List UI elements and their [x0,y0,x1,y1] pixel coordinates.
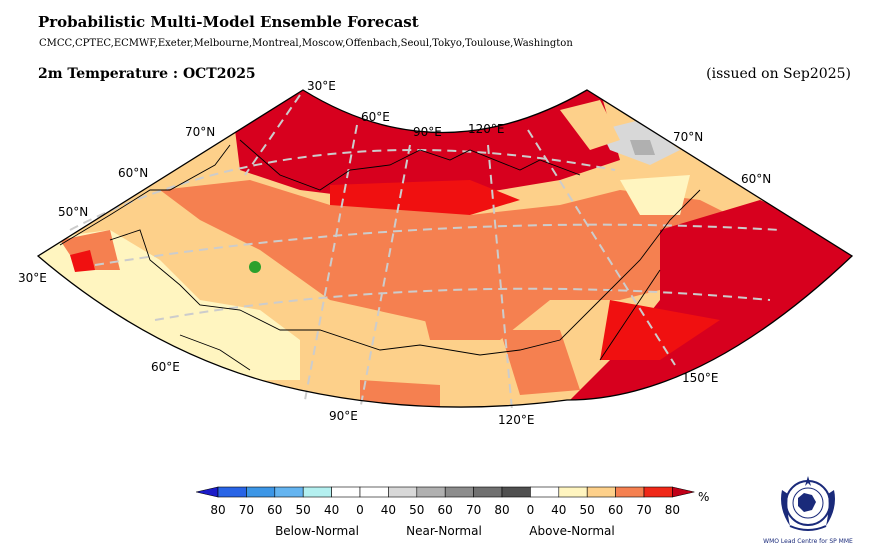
colorbar-arrow-right [672,486,695,498]
colorbar-cell [558,486,588,498]
colorbar-tick-label: 40 [380,503,397,517]
lat-label-30e-left: 30°E [18,271,47,285]
lat-label-70n-left: 70°N [185,125,215,139]
lat-label-60n-left: 60°N [118,166,148,180]
colorbar-cell [444,486,474,498]
colorbar-tick-label: 60 [267,503,283,517]
colorbar-tick-label: 50 [579,503,595,517]
colorbar-cell [359,486,389,498]
colorbar-tick-label: 80 [664,503,681,517]
coastlines [59,139,701,371]
issued-date: (issued on Sep2025) [706,66,851,82]
models-list: CMCC,CPTEC,ECMWF,Exeter,Melbourne,Montre… [39,38,573,49]
map-frame [36,89,854,408]
probability-field [38,90,852,408]
colorbar-cell [643,486,673,498]
colorbar-cell [217,486,247,498]
colorbar-cell [302,486,332,498]
near-normal-label: Near-Normal [406,524,482,538]
lon-label-30e: 30°E [307,79,336,93]
lat-label-70n-right: 70°N [673,130,703,144]
lat-label-50n-left: 50°N [58,205,88,219]
colorbar [196,486,695,498]
unit-label: % [698,490,710,504]
colorbar-cell [615,486,645,498]
colorbar-cell [331,486,361,498]
colorbar-tick-label: 70 [465,503,482,517]
colorbar-tick-label: 80 [494,503,510,517]
lon-label-120e-top: 120°E [468,122,505,136]
colorbar-tick-label: 40 [551,503,567,517]
lat-label-60n-right: 60°N [741,172,771,186]
lon-label-120e-bottom: 120°E [498,413,535,427]
forecast-map: 30°E 60°E 90°E 120°E 70°N 60°N 50°N 30°E… [18,79,854,427]
colorbar-cell [586,486,616,498]
colorbar-tick-label: 70 [238,503,255,517]
lon-label-90e-top: 90°E [413,125,442,139]
colorbar-tick-label: 50 [409,503,425,517]
colorbar-tick-label: 60 [607,503,624,517]
lon-label-60e-top: 60°E [361,110,390,124]
colorbar-cell [501,486,531,498]
colorbar-tick-label: 0 [526,503,535,517]
colorbar-tick-label: 40 [323,503,340,517]
wmo-logo-icon [781,476,835,531]
colorbar-cell [246,486,276,498]
colorbar-tick-label: 0 [356,503,364,517]
colorbar-cell [416,486,446,498]
logo-caption: WMO Lead Centre for SP MME [763,538,853,545]
above-normal-label: Above-Normal [529,524,615,538]
colorbar-cell [530,486,560,498]
lon-label-60e-bottom: 60°E [151,360,180,374]
colorbar-cell [388,486,418,498]
colorbar-cell [274,486,304,498]
below-normal-label: Below-Normal [275,524,359,538]
colorbar-tick-label: 60 [437,503,453,517]
colorbar-tick-label: 80 [210,503,226,517]
colorbar-arrow-left [196,486,219,498]
colorbar-cell [473,486,503,498]
lon-label-150e-bottom: 150°E [682,371,719,385]
title: Probabilistic Multi-Model Ensemble Forec… [38,13,419,31]
graticule [69,94,781,411]
variable-title: 2m Temperature : OCT2025 [38,66,256,82]
lon-label-90e-bottom: 90°E [329,409,358,423]
colorbar-tick-label: 50 [295,503,311,517]
colorbar-tick-label: 70 [636,503,652,517]
